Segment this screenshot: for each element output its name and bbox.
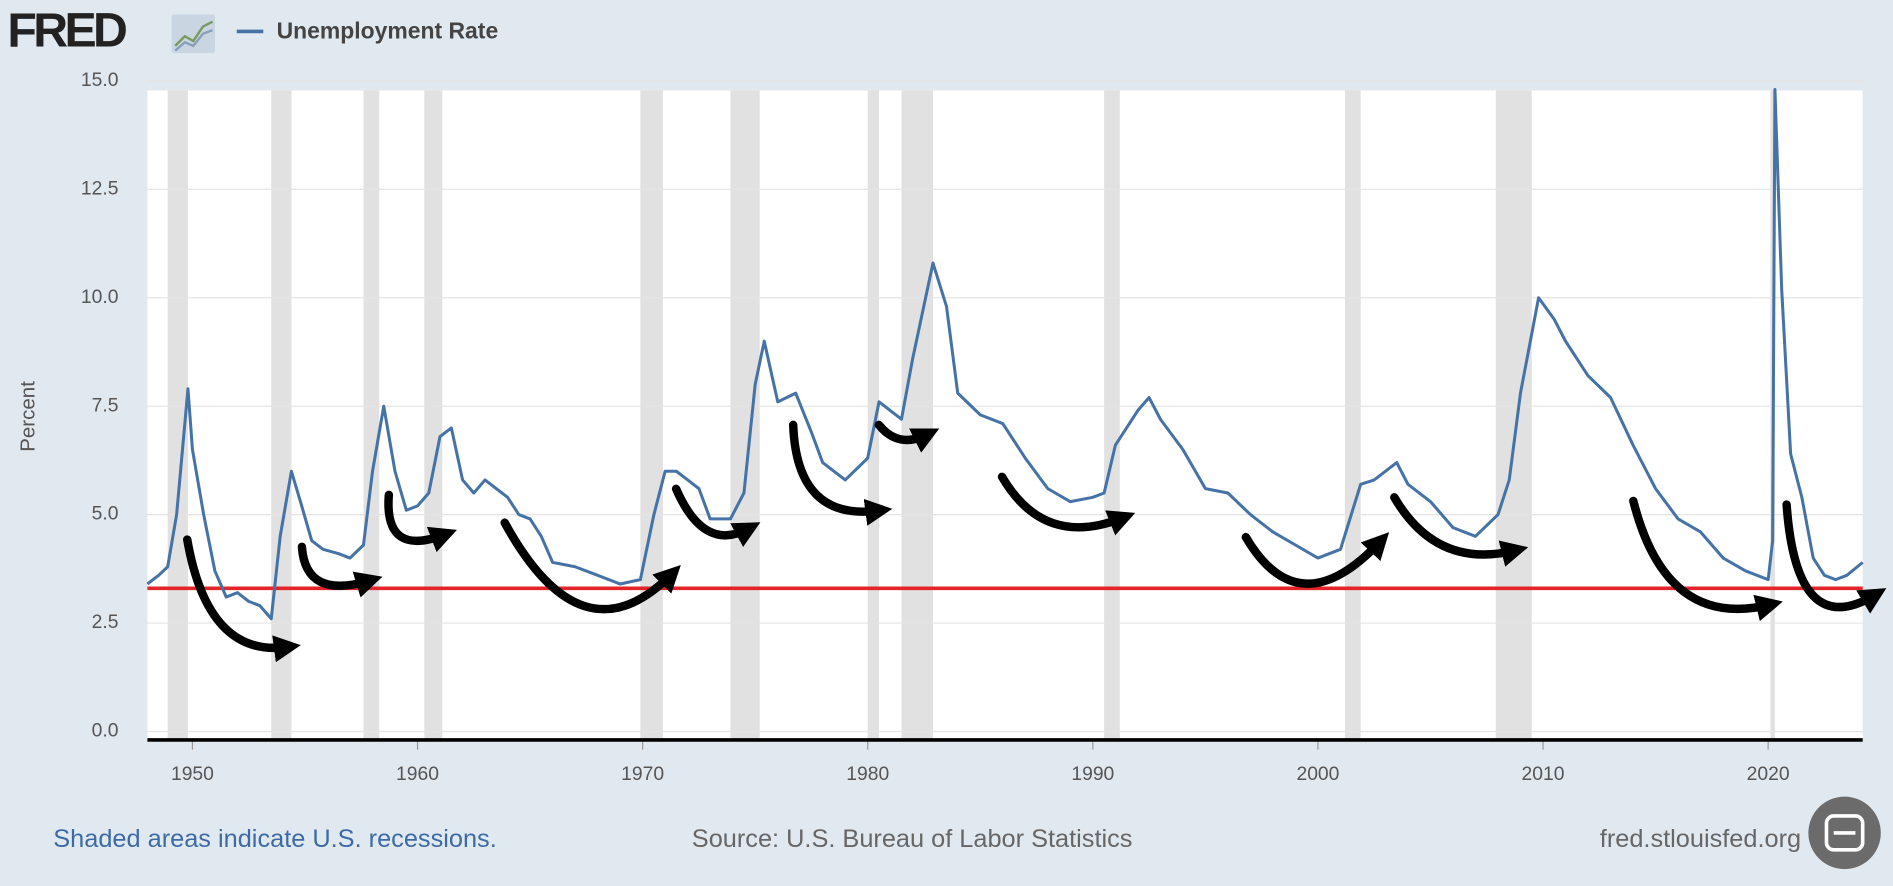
recession-band — [271, 90, 292, 740]
logo-icon — [171, 14, 216, 54]
x-tick-label: 2020 — [1747, 764, 1790, 785]
site-link[interactable]: fred.stlouisfed.org — [1600, 825, 1801, 853]
annotation-arrows — [183, 420, 1887, 663]
recession-band — [901, 90, 934, 740]
series-line — [146, 88, 1864, 621]
x-tick-label: 1990 — [1071, 764, 1114, 785]
recession-band — [167, 90, 188, 740]
recession-band — [730, 90, 760, 740]
logo: FRED — [7, 4, 126, 58]
x-tick-label: 2000 — [1296, 764, 1339, 785]
y-tick-label: 5.0 — [92, 504, 119, 525]
scan-button[interactable] — [1808, 796, 1881, 870]
y-tick-label: 12.5 — [81, 178, 119, 199]
y-tick-label: 2.5 — [92, 612, 119, 633]
recession-band — [1344, 90, 1361, 740]
y-tick-label: 15.0 — [81, 70, 119, 91]
x-tick-label: 1960 — [396, 764, 439, 785]
recession-band — [1104, 90, 1120, 740]
source: Source: U.S. Bureau of Labor Statistics — [692, 825, 1133, 853]
plot-area — [147, 90, 1863, 740]
y-axis-label: Percent — [17, 381, 40, 452]
recession-band — [363, 90, 380, 740]
y-tick-label: 7.5 — [92, 395, 119, 416]
recession-band — [640, 90, 663, 740]
y-tick-label: 0.0 — [92, 721, 119, 742]
recession-band — [867, 90, 879, 740]
x-tick-label: 1980 — [846, 764, 889, 785]
x-tick-label: 1970 — [621, 764, 664, 785]
legend-label: Unemployment Rate — [277, 18, 499, 44]
x-tick-label: 1950 — [171, 764, 214, 785]
recession-band — [424, 90, 443, 740]
recession-band — [1495, 90, 1532, 740]
x-tick-label: 2010 — [1522, 764, 1565, 785]
y-tick-label: 10.0 — [81, 287, 119, 308]
recession-note[interactable]: Shaded areas indicate U.S. recessions. — [53, 825, 497, 853]
